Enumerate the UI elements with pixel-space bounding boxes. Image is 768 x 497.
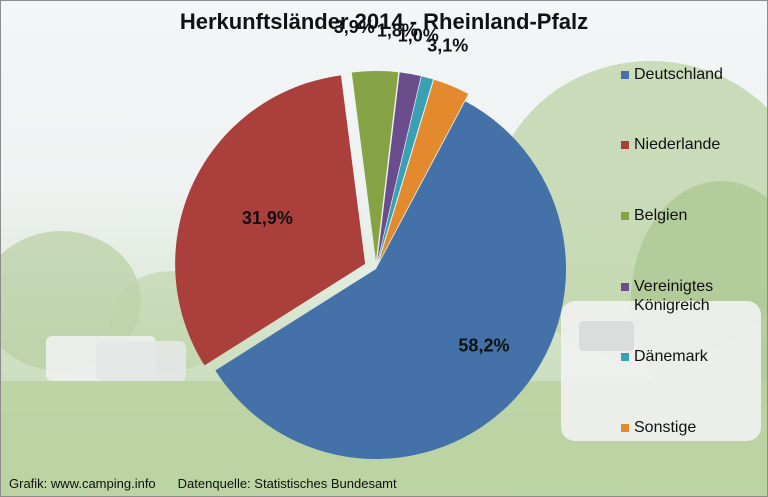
value-label-deutschland: 58,2%	[458, 336, 509, 356]
legend-label: Niederlande	[634, 136, 721, 153]
legend-label-line-2: Königreich	[634, 297, 710, 314]
slice-deutschland	[215, 101, 567, 460]
value-label-sonstige: 3,1%	[427, 35, 468, 55]
legend-label-line-1: Vereinigtes	[634, 278, 714, 295]
value-label-belgien: 3,9%	[334, 17, 375, 37]
legend-swatch	[621, 353, 629, 361]
slice-niederlande	[175, 75, 366, 366]
pie-value-labels: 58,2% 31,9% 3,9% 1,8%1,0%3,1%	[242, 17, 510, 356]
legend-item-sonstige: Sonstige	[621, 418, 696, 437]
legend-item-daenemark: Dänemark	[621, 347, 708, 366]
footer: Grafik: www.camping.info Datenquelle: Sta…	[9, 476, 419, 491]
legend-swatch	[621, 424, 629, 432]
legend-label: Vereinigtes Königreich	[634, 277, 713, 315]
footer-source: Datenquelle: Statistisches Bundesamt	[177, 476, 397, 491]
legend-swatch	[621, 283, 629, 291]
legend-item-belgien: Belgien	[621, 206, 687, 225]
legend-swatch	[621, 212, 629, 220]
value-label-daenemark: 1,0%	[398, 25, 439, 45]
slice-sonstige	[379, 79, 469, 262]
value-label-niederlande: 31,9%	[242, 208, 293, 228]
pie-slices	[175, 71, 567, 460]
legend-label: Belgien	[634, 207, 688, 224]
legend-swatch	[621, 71, 629, 79]
slice-daenemark	[378, 76, 434, 262]
legend-swatch	[621, 141, 629, 149]
slice-belgien	[351, 71, 399, 262]
value-label-vereinigtes-koenigreich: 1,8%	[377, 21, 418, 41]
legend-label: Deutschland	[634, 66, 723, 83]
legend-label: Sonstige	[634, 419, 697, 436]
legend-item-deutschland: Deutschland	[621, 65, 723, 84]
legend-label: Dänemark	[634, 348, 708, 365]
chart-title: Herkunftsländer 2014 - Rheinland-Pfalz	[179, 9, 589, 34]
slice-vereinigtes-koenigreich	[377, 72, 421, 262]
legend-item-niederlande: Niederlande	[621, 135, 720, 154]
footer-credit: Grafik: www.camping.info	[9, 476, 156, 491]
legend-item-vereinigtes-koenigreich: Vereinigtes Königreich	[621, 277, 713, 315]
